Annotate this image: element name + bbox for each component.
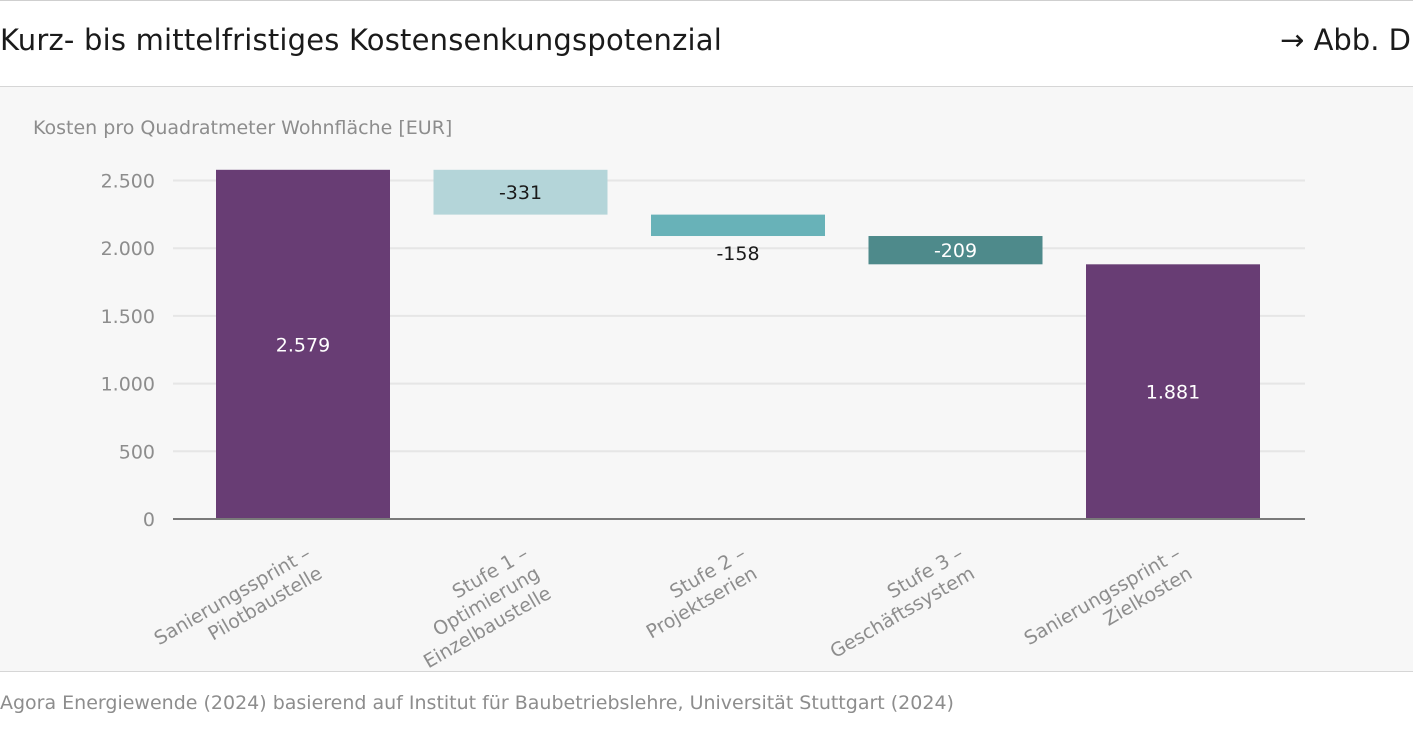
data-label: -209 — [934, 240, 977, 262]
data-label: 2.579 — [276, 334, 330, 356]
figure-reference-link[interactable]: → Abb. D — [1280, 23, 1411, 57]
y-tick-label: 2.500 — [101, 171, 155, 193]
x-tick-label-group: Stufe 2 –Projektserien — [643, 542, 761, 643]
data-label: -331 — [499, 182, 542, 204]
data-label: -158 — [716, 243, 759, 265]
title-row: Kurz- bis mittelfristiges Kostensenkungs… — [0, 1, 1413, 85]
y-tick-label: 2.000 — [101, 238, 155, 260]
y-tick-label: 0 — [143, 509, 155, 531]
y-tick-label: 1.500 — [101, 306, 155, 328]
source-note: Agora Energiewende (2024) basierend auf … — [0, 692, 954, 714]
chart-panel: Kosten pro Quadratmeter Wohnfläche [EUR]… — [0, 86, 1413, 673]
bar — [868, 236, 1043, 265]
data-label: 1.881 — [1146, 382, 1200, 404]
x-tick-label-group: Stufe 3 –Geschäftssystem — [826, 542, 978, 662]
y-axis-label: Kosten pro Quadratmeter Wohnfläche [EUR] — [33, 117, 453, 139]
y-tick-label: 1.000 — [101, 374, 155, 396]
x-tick-label-group: Sanierungssprint –Pilotbaustelle — [151, 542, 326, 649]
x-tick-label-group: Sanierungssprint –Zielkosten — [1021, 542, 1196, 649]
bar — [651, 214, 825, 237]
top-rule — [0, 0, 1413, 1]
bar — [216, 169, 390, 519]
chart-title: Kurz- bis mittelfristiges Kostensenkungs… — [0, 23, 722, 57]
y-tick-label: 500 — [119, 441, 155, 463]
bar — [433, 169, 608, 215]
waterfall-chart: 0 500 1.000 1.500 2.000 2.500 2.579 -331 -158 -20… — [101, 169, 1305, 673]
bar — [1086, 264, 1260, 519]
